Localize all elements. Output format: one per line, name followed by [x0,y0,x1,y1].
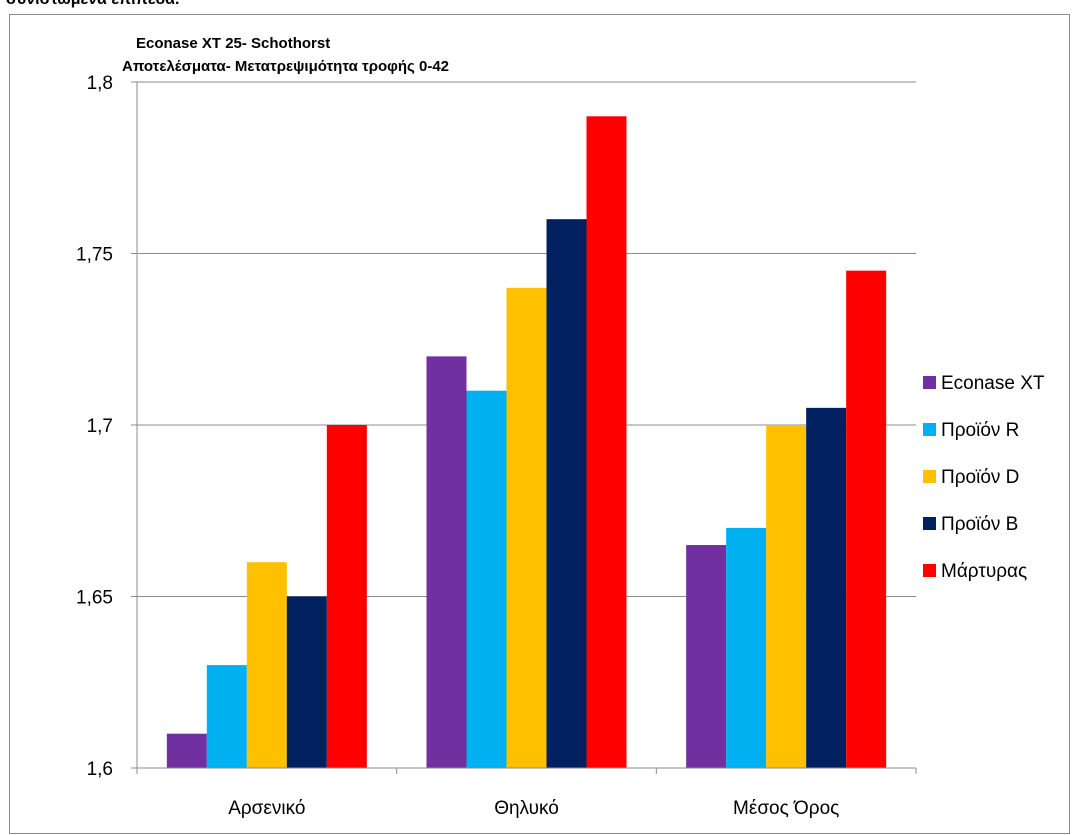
bar-series [166,116,887,769]
legend-label: Econase XT [941,373,1045,394]
x-axis-categories: Αρσενικό Θηλυκό Μέσος Όρος [228,798,839,819]
legend-swatch [923,564,936,577]
bar [286,596,327,768]
legend-label: Προϊόν R [941,420,1019,441]
y-axis-ticks: 1,6 1,65 1,7 1,75 1,8 [76,73,113,780]
y-tick-label: 1,75 [76,245,113,266]
bar [806,407,847,768]
y-tick-label: 1,8 [87,73,113,94]
y-tick-label: 1,7 [87,416,113,437]
legend-swatch [923,470,936,483]
bar [166,733,207,768]
legend-swatch [923,376,936,389]
legend-swatch [923,517,936,530]
x-category-label: Αρσενικό [228,798,305,819]
legend-swatch [923,423,936,436]
chart-area: Econase XT 25- Schothorst Αποτελέσματα- … [9,14,1070,834]
bar [506,287,547,768]
bar [846,270,887,768]
bar-chart: Econase XT 25- Schothorst Αποτελέσματα- … [76,35,1045,819]
bar [546,219,587,768]
bar [726,527,767,768]
chart-title: Econase XT 25- Schothorst [136,35,330,52]
y-tick-label: 1,65 [76,588,113,609]
legend-label: Μάρτυρας [941,561,1027,582]
bar [466,390,507,768]
bar [686,545,727,768]
legend: Econase XT Προϊόν R Προϊόν D Προϊόν B Μάρτυρ… [923,373,1045,582]
x-category-label: Θηλυκό [494,798,559,819]
document-heading: συνιστώμενα επίπεδα. [6,0,179,9]
bar [766,425,807,768]
chart-subtitle: Αποτελέσματα- Μετατρεψιμότητα τροφής 0-4… [122,58,449,75]
axes [131,81,917,774]
bar [586,116,627,769]
bar [246,562,287,768]
legend-label: Προϊόν B [941,514,1018,535]
bar [426,356,467,768]
y-tick-label: 1,6 [87,759,113,780]
bar [206,665,247,768]
bar [326,425,367,768]
legend-label: Προϊόν D [941,467,1019,488]
x-category-label: Μέσος Όρος [733,798,839,819]
